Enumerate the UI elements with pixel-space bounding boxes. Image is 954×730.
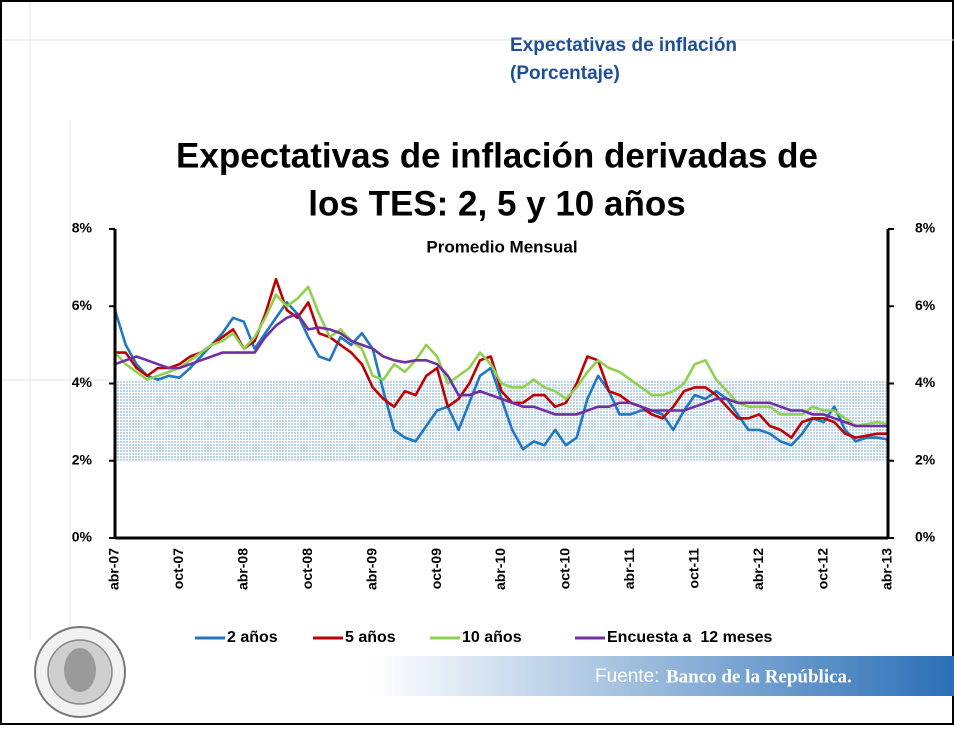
x-tick-label: abr-12 [750,548,766,590]
x-tick-label: oct-12 [814,548,830,589]
chart-subtitle: Promedio Mensual [426,237,577,256]
legend-label: Encuesta a 12 meses [607,629,773,646]
legend-label: 10 años [462,629,522,646]
y-tick-label: 0% [72,529,93,545]
y-tick-label: 4% [72,374,93,390]
plot: 0% 2% 4% 6% 8% 0% 2% 4% 6% 8% abr-07 oct-07 abr-08 oc… [72,220,936,647]
x-tick-label: oct-10 [557,548,573,589]
footer-bar [60,656,954,696]
footer-source: Banco de la República. [666,666,852,687]
x-tick-label: abr-13 [879,548,895,590]
header-subtitle: (Porcentaje) [510,63,620,84]
x-tick-label: oct-11 [685,548,701,589]
series-line [114,312,888,428]
y2-tick-label: 8% [915,220,936,236]
x-tick-label: abr-07 [106,548,122,590]
x-tick-label: abr-08 [235,548,251,590]
x-tick-label: abr-11 [621,548,637,589]
legend-label: 5 años [345,629,396,646]
decor-lines [2,2,954,640]
target-band [115,379,888,461]
chart-title: Expectativas de inflación derivadas de [176,136,818,175]
x-tick-label: oct-07 [170,548,186,589]
x-tick-label: abr-09 [363,548,379,590]
footer-source-label: Fuente: [595,666,659,687]
x-tick-label: abr-10 [492,548,508,590]
header-title: Expectativas de inflación [510,35,737,56]
chart-title: los TES: 2, 5 y 10 años [308,184,685,223]
y2-tick-label: 4% [915,374,936,390]
legend-label: 2 años [227,629,278,646]
y-tick-label: 2% [72,451,93,467]
y2-tick-label: 6% [915,297,936,313]
x-tick-label: oct-09 [428,548,444,589]
x-tick-label: oct-08 [299,548,315,589]
logo [34,626,126,718]
y-tick-label: 8% [72,220,93,236]
y-tick-label: 6% [72,297,93,313]
y2-tick-label: 0% [915,529,936,545]
series-line [114,285,889,428]
y2-tick-label: 2% [915,451,936,467]
